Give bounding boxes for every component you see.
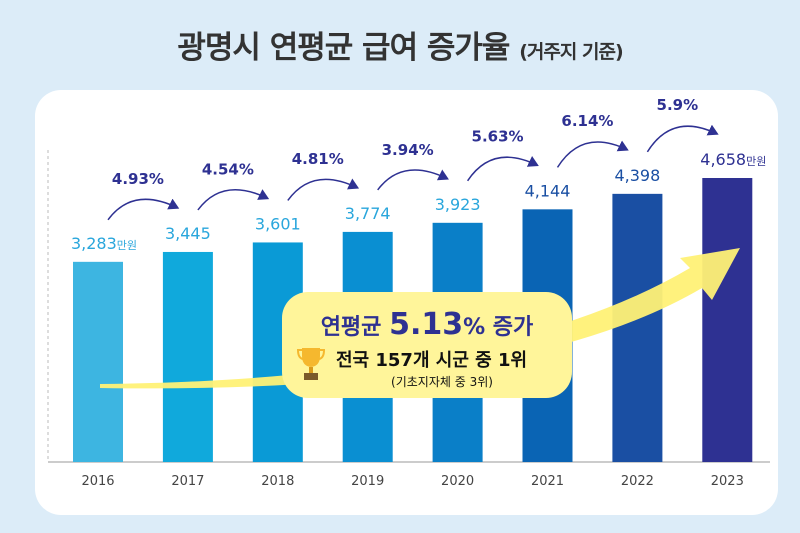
- bar-2016: [73, 261, 123, 462]
- x-tick-label: 2021: [531, 474, 564, 489]
- callout-line1: 연평균 5.13% 증가: [321, 307, 534, 342]
- x-tick-label: 2019: [351, 474, 384, 489]
- x-tick-label: 2017: [171, 474, 204, 489]
- value-label: 4,658만원: [700, 150, 766, 169]
- value-label: 4,144: [525, 181, 571, 200]
- value-label: 3,923: [435, 195, 481, 214]
- trophy-stem: [309, 367, 313, 373]
- value-label: 3,774: [345, 204, 391, 223]
- trophy-handles: [296, 349, 326, 360]
- growth-arrow: [107, 198, 180, 221]
- growth-rate-label: 4.93%: [112, 170, 164, 188]
- value-label: 3,283만원: [71, 234, 137, 253]
- x-tick-label: 2023: [711, 474, 744, 489]
- callout-suffix: % 증가: [463, 315, 533, 340]
- growth-arrow: [466, 155, 539, 182]
- growth-arrow: [556, 140, 629, 168]
- growth-rate-label: 5.63%: [472, 127, 524, 145]
- unit-label: 만원: [746, 155, 766, 168]
- x-tick-label: 2016: [81, 474, 114, 489]
- bar-2023: [702, 178, 753, 462]
- value-label: 4,398: [614, 166, 660, 185]
- growth-rate-label: 6.14%: [561, 112, 613, 130]
- value-label: 3,445: [165, 224, 211, 243]
- trophy-cup: [302, 348, 320, 367]
- unit-label: 만원: [117, 239, 137, 252]
- bar-2022: [612, 193, 663, 462]
- x-tick-label: 2020: [441, 474, 474, 489]
- bar-2017: [162, 251, 213, 462]
- callout-prefix: 연평균: [321, 315, 389, 340]
- callout-line2: 전국 157개 시군 중 1위: [336, 350, 527, 371]
- value-label: 3,601: [255, 214, 301, 233]
- x-tick-label: 2022: [621, 474, 654, 489]
- title-main: 광명시 연평균 급여 증가율: [177, 30, 510, 66]
- title-sub: (거주지 기준): [519, 41, 623, 63]
- growth-rate-label: 4.54%: [202, 160, 254, 178]
- growth-arrow: [646, 124, 719, 153]
- growth-arrow: [377, 169, 449, 191]
- growth-rate-label: 4.81%: [292, 150, 344, 168]
- growth-arrow: [197, 188, 270, 211]
- growth-rate-label: 5.9%: [657, 96, 699, 114]
- callout-line3: (기초지자체 중 3위): [391, 375, 493, 389]
- callout-value: 5.13: [389, 307, 463, 342]
- growth-rate-label: 3.94%: [382, 141, 434, 159]
- x-tick-label: 2018: [261, 474, 294, 489]
- growth-arrow: [287, 178, 360, 201]
- trophy-base: [304, 373, 318, 380]
- page-title: 광명시 연평균 급여 증가율 (거주지 기준): [0, 22, 800, 67]
- trophy-icon: [296, 348, 326, 380]
- callout-box: [282, 292, 572, 398]
